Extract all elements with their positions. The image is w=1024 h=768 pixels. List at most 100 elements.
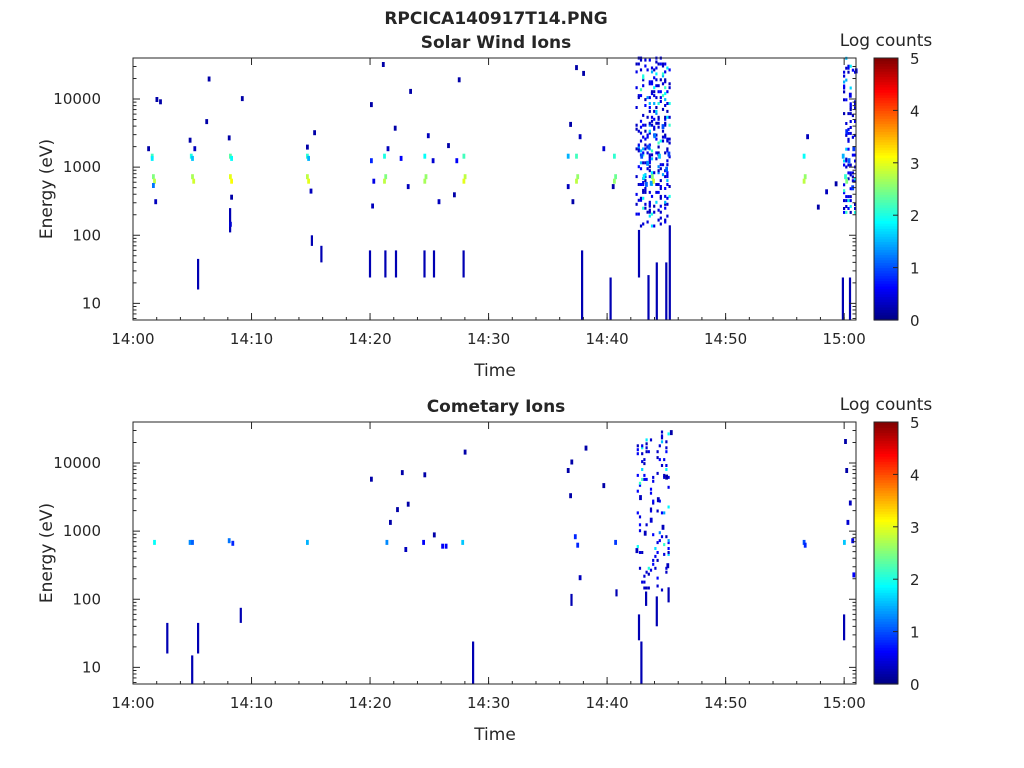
data-cell bbox=[641, 477, 644, 481]
colorbar-segment bbox=[874, 141, 898, 146]
data-cell bbox=[661, 124, 665, 130]
data-cell bbox=[666, 90, 669, 94]
data-cell bbox=[653, 117, 656, 121]
data-cell bbox=[641, 460, 644, 464]
data-cell bbox=[849, 108, 852, 112]
colorbar-segment bbox=[874, 283, 898, 287]
data-cell bbox=[642, 78, 645, 82]
data-cell bbox=[663, 473, 666, 477]
data-cell bbox=[666, 109, 669, 113]
data-cell bbox=[854, 106, 857, 110]
data-cell bbox=[843, 112, 846, 116]
data-cell bbox=[851, 114, 854, 118]
colorbar-tick-label: 0 bbox=[910, 312, 920, 330]
colorbar-segment bbox=[874, 299, 898, 303]
data-cell bbox=[657, 125, 660, 129]
x-tick-label: 15:00 bbox=[823, 330, 866, 348]
data-cell bbox=[655, 190, 658, 194]
data-spike bbox=[570, 593, 573, 606]
data-cell bbox=[371, 203, 374, 209]
data-cell bbox=[666, 175, 669, 179]
data-cell bbox=[664, 200, 667, 204]
data-cell bbox=[639, 183, 643, 186]
colorbar-segment bbox=[874, 113, 898, 117]
data-cell bbox=[650, 119, 654, 123]
colorbar-segment bbox=[874, 589, 898, 593]
data-cell bbox=[854, 207, 857, 210]
colorbar-segment bbox=[874, 84, 898, 88]
data-cell bbox=[656, 509, 659, 513]
colorbar-segment bbox=[874, 602, 898, 606]
data-cell bbox=[843, 189, 846, 193]
data-cell bbox=[657, 165, 660, 169]
data-cell bbox=[668, 82, 671, 86]
colorbar-segment bbox=[874, 262, 898, 266]
colorbar-tick-label: 2 bbox=[910, 571, 920, 589]
data-cell bbox=[661, 64, 665, 68]
colorbar-tick-label: 3 bbox=[910, 155, 920, 173]
data-cell bbox=[657, 151, 660, 155]
colorbar-segment bbox=[874, 458, 898, 462]
colorbar-tick-label: 1 bbox=[910, 260, 920, 278]
x-tick-label: 14:10 bbox=[230, 694, 273, 712]
data-cell bbox=[638, 483, 642, 487]
data-cell bbox=[639, 94, 643, 98]
data-spike bbox=[581, 250, 584, 320]
x-tick-label: 14:00 bbox=[111, 330, 154, 348]
colorbar-segment bbox=[874, 78, 898, 83]
data-cell bbox=[659, 139, 662, 143]
data-cell bbox=[641, 452, 644, 456]
data-cell bbox=[648, 155, 651, 159]
plot-area bbox=[133, 58, 856, 320]
data-cell bbox=[306, 539, 309, 545]
colorbar-segment bbox=[874, 312, 898, 316]
data-cell bbox=[845, 122, 848, 125]
data-cell bbox=[658, 499, 661, 503]
cometary-ions-panel: 14:00 14:10 14:20 14:30 14:40 14:50 15:0010100… bbox=[37, 395, 932, 745]
data-cell bbox=[639, 88, 643, 92]
data-cell bbox=[648, 106, 651, 109]
colorbar-segment bbox=[874, 474, 898, 478]
data-cell bbox=[575, 65, 578, 71]
data-cell bbox=[642, 113, 645, 117]
data-cell bbox=[851, 538, 855, 544]
data-cell bbox=[644, 188, 647, 192]
colorbar-segment bbox=[874, 97, 898, 101]
data-cell bbox=[668, 102, 671, 105]
data-cell bbox=[639, 167, 643, 171]
data-cell bbox=[847, 163, 850, 167]
colorbar-segment bbox=[874, 186, 898, 190]
colorbar-segment bbox=[874, 249, 898, 253]
colorbar-segment bbox=[874, 304, 898, 308]
data-cell bbox=[569, 121, 572, 127]
data-cell bbox=[575, 153, 578, 159]
colorbar-segment bbox=[874, 542, 898, 546]
data-cell bbox=[639, 495, 642, 501]
data-cell bbox=[653, 125, 656, 129]
data-cell bbox=[404, 547, 408, 552]
data-cell bbox=[664, 151, 667, 155]
data-cell bbox=[647, 450, 650, 454]
colorbar-segment bbox=[874, 238, 898, 242]
data-cell bbox=[650, 157, 654, 161]
data-cell bbox=[663, 543, 666, 547]
data-cell bbox=[664, 78, 667, 82]
data-cell bbox=[659, 62, 662, 66]
data-cell bbox=[644, 161, 647, 165]
data-cell bbox=[847, 131, 850, 135]
data-cell bbox=[645, 586, 648, 590]
data-cell bbox=[648, 123, 651, 127]
colorbar-segment bbox=[874, 613, 898, 617]
data-cell bbox=[639, 68, 643, 72]
colorbar-segment bbox=[874, 466, 898, 470]
data-cell bbox=[639, 149, 643, 153]
data-cell bbox=[152, 174, 155, 180]
data-cell bbox=[461, 539, 465, 545]
data-cell bbox=[657, 169, 660, 173]
data-cell bbox=[668, 141, 671, 145]
data-cell bbox=[191, 539, 194, 545]
data-cell bbox=[667, 432, 670, 436]
data-cell bbox=[657, 190, 660, 194]
data-cell bbox=[635, 202, 638, 206]
